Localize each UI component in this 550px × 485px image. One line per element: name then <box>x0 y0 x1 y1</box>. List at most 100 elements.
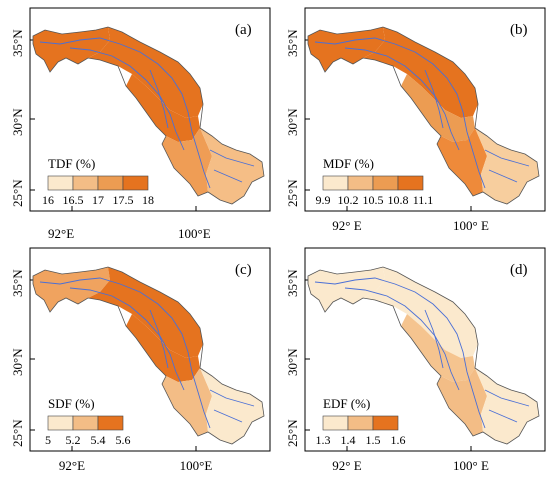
basin-region-north <box>363 267 478 358</box>
panel-d: 35°N 30°N 25°N (d) EDF (%) 1.3 1.4 1.5 1.6 92° E 1… <box>275 240 550 485</box>
legend-swatch <box>397 175 424 191</box>
basin-region-southeast <box>200 368 264 444</box>
basin-region-lower_mid <box>162 368 212 436</box>
legend-swatch <box>122 175 149 191</box>
legend-tick-label: 5.2 <box>66 433 81 447</box>
legend-swatch <box>72 175 99 191</box>
panel-label: (c) <box>235 262 252 278</box>
panel-label: (d) <box>510 262 528 278</box>
map-d: 35°N 30°N 25°N (d) EDF (%) 1.3 1.4 1.5 1.6 92° E 1… <box>285 247 546 473</box>
river-line <box>484 389 530 407</box>
legend-tick-label: 16 <box>42 193 54 207</box>
river-line <box>69 47 185 151</box>
legend-tick-label: 10.8 <box>388 193 409 207</box>
y-label: 35°N <box>285 269 300 297</box>
legend-swatch <box>372 175 399 191</box>
x-label: 92° E <box>332 458 361 473</box>
legend-tick-label: 5.4 <box>91 433 106 447</box>
legend-title: SDF (%) <box>48 396 95 411</box>
river-line <box>213 169 243 183</box>
river-line <box>344 47 460 151</box>
river-line <box>149 309 169 369</box>
river-line <box>149 69 169 129</box>
legend-swatch <box>72 415 99 431</box>
y-label: 35°N <box>10 29 25 57</box>
legend-tick-label: 17 <box>92 193 104 207</box>
river-line <box>488 169 518 183</box>
y-label: 30°N <box>10 108 25 136</box>
river-line <box>344 287 460 391</box>
legend-swatch <box>97 175 124 191</box>
river-line <box>39 37 211 189</box>
panel-c: 35°N 30°N 25°N (c) SDF (%) 5 5.2 5.4 5.6 92°E 100°… <box>0 240 275 485</box>
river-line <box>424 69 444 129</box>
legend-title: TDF (%) <box>48 156 95 171</box>
legend-tick-label: 1.6 <box>391 433 406 447</box>
legend-swatch <box>347 415 374 431</box>
basin-region-north <box>88 27 203 118</box>
legend-title: MDF (%) <box>323 156 374 171</box>
panel-a: 35°N 30°N 25°N (a) TDF (%) 16 16.5 17 17.5 18 <box>0 0 275 245</box>
y-label: 30°N <box>285 348 300 376</box>
legend-tick-label: 17.5 <box>113 193 134 207</box>
legend-tick-label: 10.5 <box>363 193 384 207</box>
river-line <box>424 309 444 369</box>
river-line <box>209 389 255 407</box>
map-c: 35°N 30°N 25°N (c) SDF (%) 5 5.2 5.4 5.6 92°E 100°… <box>10 247 271 473</box>
legend-tick-label: 11.1 <box>413 193 434 207</box>
basin-region-southeast <box>475 368 539 444</box>
legend-tick-label: 5.6 <box>116 433 131 447</box>
map-a: 35°N 30°N 25°N (a) TDF (%) 16 16.5 17 17.5 18 <box>10 7 271 212</box>
legend-tick-label: 1.3 <box>316 433 331 447</box>
river-line <box>314 277 486 429</box>
y-label: 35°N <box>285 29 300 57</box>
basin-outline <box>32 266 265 445</box>
panel-b: 35°N 30°N 25°N (b) MDF (%) 9.9 10.2 10.5 10.8 11.… <box>275 0 550 245</box>
basin-outline <box>32 26 265 205</box>
x-label: 92° E <box>332 218 361 233</box>
y-label: 30°N <box>285 108 300 136</box>
basin-region-west <box>33 267 110 312</box>
legend-tick-label: 10.2 <box>338 193 359 207</box>
legend-tick-label: 1.5 <box>366 433 381 447</box>
map-b: 35°N 30°N 25°N (b) MDF (%) 9.9 10.2 10.5 10.8 11.… <box>285 7 546 233</box>
basin-region-west <box>308 27 385 72</box>
legend-swatch <box>347 175 374 191</box>
basin-region-southeast <box>475 128 539 204</box>
legend-tick-label: 18 <box>142 193 154 207</box>
basin-region-north <box>88 267 203 358</box>
x-label: 92°E <box>59 458 85 473</box>
river-line <box>39 277 211 429</box>
basin-region-lower_mid <box>162 128 212 196</box>
y-label: 25°N <box>285 419 300 447</box>
y-label: 25°N <box>10 179 25 207</box>
x-label: 100° E <box>453 218 489 233</box>
river-line <box>484 149 530 167</box>
basin-region-north <box>363 27 478 118</box>
legend-tick-label: 9.9 <box>316 193 331 207</box>
basin-region-southeast <box>200 128 264 204</box>
basin-region-lower_mid <box>437 128 487 196</box>
y-label: 25°N <box>10 419 25 447</box>
y-label: 25°N <box>285 179 300 207</box>
river-line <box>209 149 255 167</box>
legend-swatch <box>47 175 74 191</box>
river-line <box>69 287 185 391</box>
legend-swatch <box>47 415 74 431</box>
y-label: 35°N <box>10 269 25 297</box>
river-line <box>314 37 486 189</box>
legend-swatch <box>97 415 124 431</box>
basin-region-west <box>308 267 385 312</box>
basin-outline <box>307 26 540 205</box>
panel-label: (b) <box>510 22 528 38</box>
legend-tick-label: 16.5 <box>63 193 84 207</box>
legend-swatch <box>322 175 349 191</box>
x-label: 100° E <box>453 458 489 473</box>
basin-outline <box>307 266 540 445</box>
river-line <box>488 409 518 423</box>
legend-title: EDF (%) <box>323 396 370 411</box>
legend-tick-label: 1.4 <box>341 433 356 447</box>
basin-region-west <box>33 27 110 72</box>
y-label: 30°N <box>10 348 25 376</box>
basin-region-lower_mid <box>437 368 487 436</box>
